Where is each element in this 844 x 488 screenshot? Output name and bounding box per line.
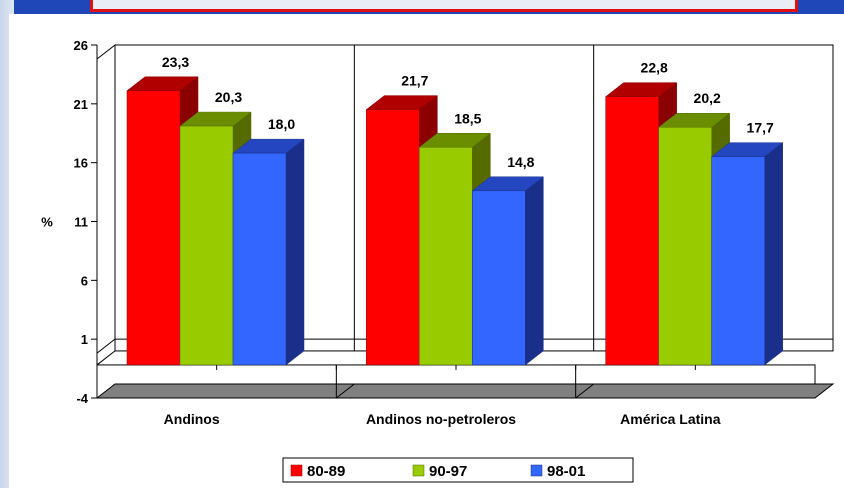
data-label: 20,3 <box>215 89 242 105</box>
data-label: 18,0 <box>268 116 295 132</box>
bar-98-01-2 <box>710 142 784 366</box>
bar-front <box>605 96 659 366</box>
y-axis-label: % <box>41 215 53 230</box>
legend-label: 98-01 <box>547 463 585 480</box>
y-tick-label: -4 <box>76 391 88 406</box>
data-label: 20,2 <box>694 90 721 106</box>
bar-front <box>711 156 765 366</box>
bar-front <box>472 190 526 366</box>
bar-front <box>232 152 287 366</box>
category-label: Andinos <box>164 411 220 427</box>
chart-floor <box>95 364 835 399</box>
x-axis: Andinos Andinos no-petroleros América Lati… <box>164 411 721 427</box>
y-tick-label: 16 <box>74 156 88 171</box>
bar-98-01-0 <box>232 138 305 366</box>
legend-box <box>282 457 634 483</box>
data-label: 17,7 <box>747 120 774 136</box>
legend-label: 80-89 <box>307 463 345 480</box>
data-label: 23,3 <box>162 54 189 70</box>
legend-label: 90-97 <box>429 463 467 480</box>
bar-front <box>419 147 473 366</box>
bar-front <box>366 109 420 366</box>
data-labels: 23,3 20,3 18,0 21,7 18,5 14,8 22,8 20,2 17,7 <box>162 54 774 170</box>
top-banner <box>90 0 798 12</box>
y-axis: 26 21 16 11 6 1 -4% <box>41 38 98 406</box>
bar-side <box>285 138 305 366</box>
bars <box>126 76 784 366</box>
bar-front <box>179 125 234 366</box>
category-divider-floor <box>575 383 594 399</box>
category-label: América Latina <box>620 411 721 427</box>
ref-line-side <box>96 338 116 354</box>
bar-side <box>525 176 544 366</box>
y-tick-label: 26 <box>74 38 88 53</box>
legend-swatch <box>412 464 425 477</box>
y-tick-label: 6 <box>81 273 88 288</box>
category-label: Andinos no-petroleros <box>366 411 516 427</box>
floor-slab <box>95 383 835 399</box>
data-label: 21,7 <box>401 73 428 89</box>
bar-front <box>126 90 181 366</box>
bar-side <box>764 142 783 366</box>
y-tick-label: 1 <box>81 332 88 347</box>
y-tick-label: 11 <box>74 215 88 230</box>
side-wall <box>96 43 116 366</box>
data-label: 18,5 <box>454 110 481 126</box>
legend: 80-89 90-97 98-01 <box>282 457 634 483</box>
category-divider-floor <box>336 383 355 399</box>
legend-swatch <box>530 464 543 477</box>
data-label: 14,8 <box>507 154 534 170</box>
bar-98-01-1 <box>471 176 545 366</box>
data-label: 22,8 <box>641 60 668 76</box>
y-tick-label: 21 <box>74 97 88 112</box>
legend-swatch <box>290 464 303 477</box>
bar-front <box>658 126 712 366</box>
